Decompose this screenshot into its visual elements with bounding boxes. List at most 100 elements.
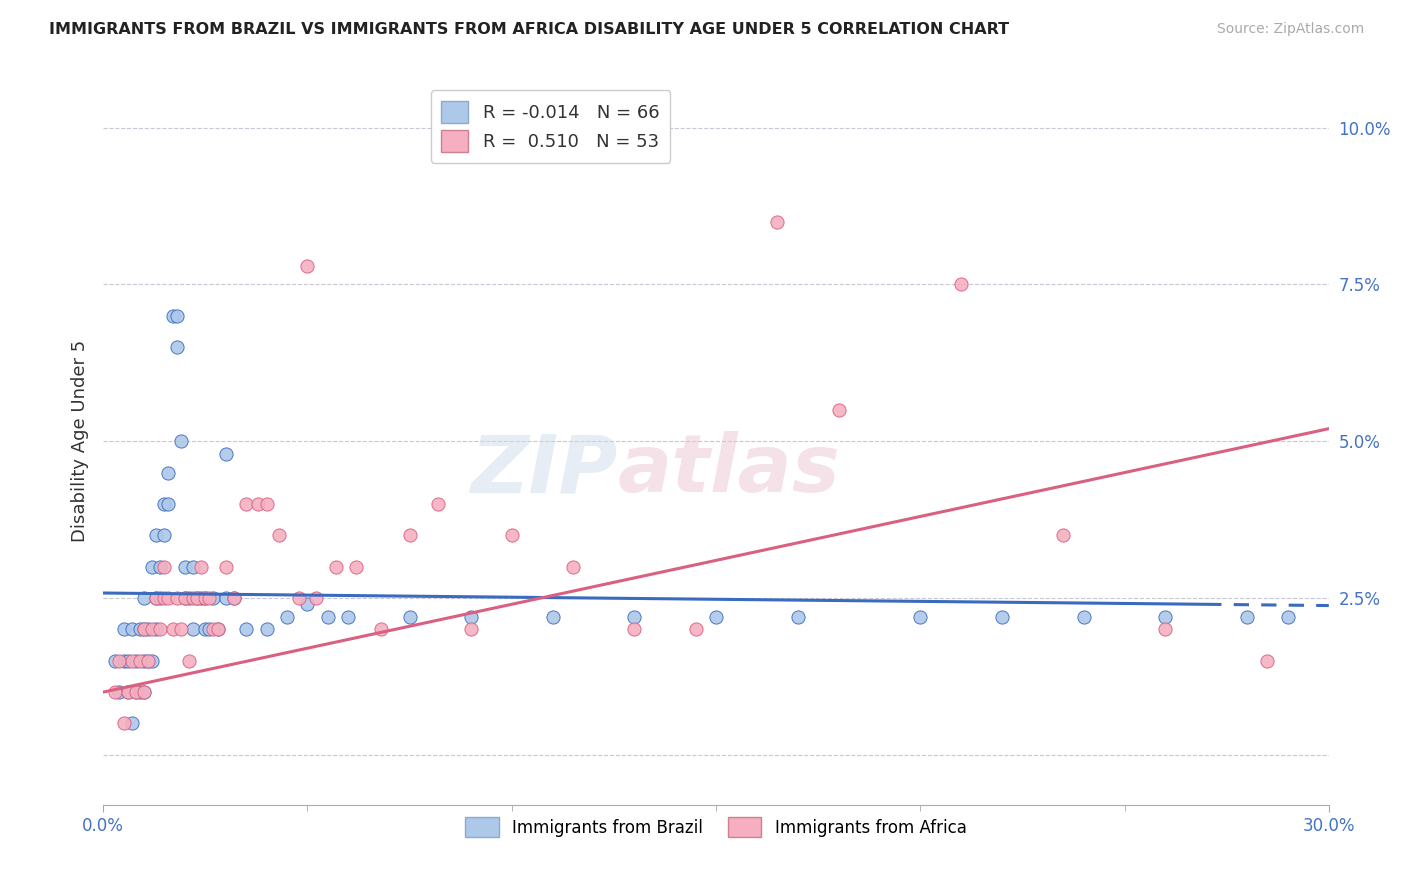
Point: [1154, 610, 1177, 624]
Point: [222, 591, 245, 605]
Point: [112, 654, 135, 668]
Point: [108, 654, 131, 668]
Point: [398, 610, 420, 624]
Point: [177, 591, 200, 605]
Point: [141, 623, 163, 637]
Point: [194, 591, 217, 605]
Point: [304, 591, 326, 605]
Point: [173, 559, 195, 574]
Point: [1073, 610, 1095, 624]
Point: [370, 623, 392, 637]
Point: [207, 623, 229, 637]
Point: [398, 528, 420, 542]
Point: [136, 623, 159, 637]
Point: [145, 623, 167, 637]
Text: Source: ZipAtlas.com: Source: ZipAtlas.com: [1216, 22, 1364, 37]
Point: [181, 559, 204, 574]
Point: [267, 528, 290, 542]
Point: [276, 610, 298, 624]
Point: [198, 591, 221, 605]
Point: [177, 654, 200, 668]
Text: ZIP: ZIP: [471, 432, 617, 509]
Point: [562, 559, 585, 574]
Point: [157, 466, 180, 480]
Point: [247, 497, 270, 511]
Point: [181, 623, 204, 637]
Point: [1236, 610, 1258, 624]
Point: [316, 610, 339, 624]
Point: [129, 623, 152, 637]
Point: [153, 591, 176, 605]
Point: [460, 623, 482, 637]
Point: [297, 259, 319, 273]
Legend: Immigrants from Brazil, Immigrants from Africa: Immigrants from Brazil, Immigrants from …: [458, 810, 973, 844]
Point: [117, 685, 139, 699]
Point: [190, 559, 212, 574]
Point: [623, 610, 645, 624]
Point: [215, 591, 238, 605]
Point: [153, 497, 176, 511]
Point: [108, 685, 131, 699]
Point: [991, 610, 1014, 624]
Point: [325, 559, 347, 574]
Point: [104, 654, 127, 668]
Point: [132, 623, 155, 637]
Point: [132, 685, 155, 699]
Point: [256, 497, 278, 511]
Point: [149, 591, 172, 605]
Point: [129, 685, 152, 699]
Point: [121, 716, 143, 731]
Point: [157, 591, 180, 605]
Point: [786, 610, 808, 624]
Point: [256, 623, 278, 637]
Point: [541, 610, 564, 624]
Point: [704, 610, 727, 624]
Point: [297, 597, 319, 611]
Point: [153, 528, 176, 542]
Point: [501, 528, 523, 542]
Point: [346, 559, 368, 574]
Point: [186, 591, 208, 605]
Point: [157, 497, 180, 511]
Point: [1277, 610, 1299, 624]
Point: [186, 591, 208, 605]
Point: [173, 591, 195, 605]
Point: [1052, 528, 1074, 542]
Point: [685, 623, 707, 637]
Point: [460, 610, 482, 624]
Point: [112, 623, 135, 637]
Point: [827, 402, 849, 417]
Point: [117, 654, 139, 668]
Point: [132, 654, 155, 668]
Point: [145, 591, 167, 605]
Point: [117, 685, 139, 699]
Point: [125, 685, 148, 699]
Text: IMMIGRANTS FROM BRAZIL VS IMMIGRANTS FROM AFRICA DISABILITY AGE UNDER 5 CORRELAT: IMMIGRANTS FROM BRAZIL VS IMMIGRANTS FRO…: [49, 22, 1010, 37]
Point: [136, 654, 159, 668]
Point: [288, 591, 311, 605]
Y-axis label: Disability Age Under 5: Disability Age Under 5: [72, 340, 89, 542]
Point: [202, 623, 225, 637]
Point: [104, 685, 127, 699]
Point: [145, 591, 167, 605]
Point: [170, 434, 193, 449]
Point: [950, 277, 973, 292]
Point: [215, 559, 238, 574]
Point: [166, 591, 188, 605]
Point: [141, 654, 163, 668]
Point: [194, 591, 217, 605]
Point: [112, 716, 135, 731]
Point: [153, 559, 176, 574]
Point: [166, 340, 188, 354]
Point: [149, 559, 172, 574]
Point: [190, 591, 212, 605]
Point: [162, 623, 184, 637]
Point: [132, 591, 155, 605]
Point: [198, 623, 221, 637]
Point: [181, 591, 204, 605]
Point: [136, 654, 159, 668]
Point: [427, 497, 450, 511]
Point: [235, 497, 257, 511]
Point: [235, 623, 257, 637]
Point: [766, 215, 789, 229]
